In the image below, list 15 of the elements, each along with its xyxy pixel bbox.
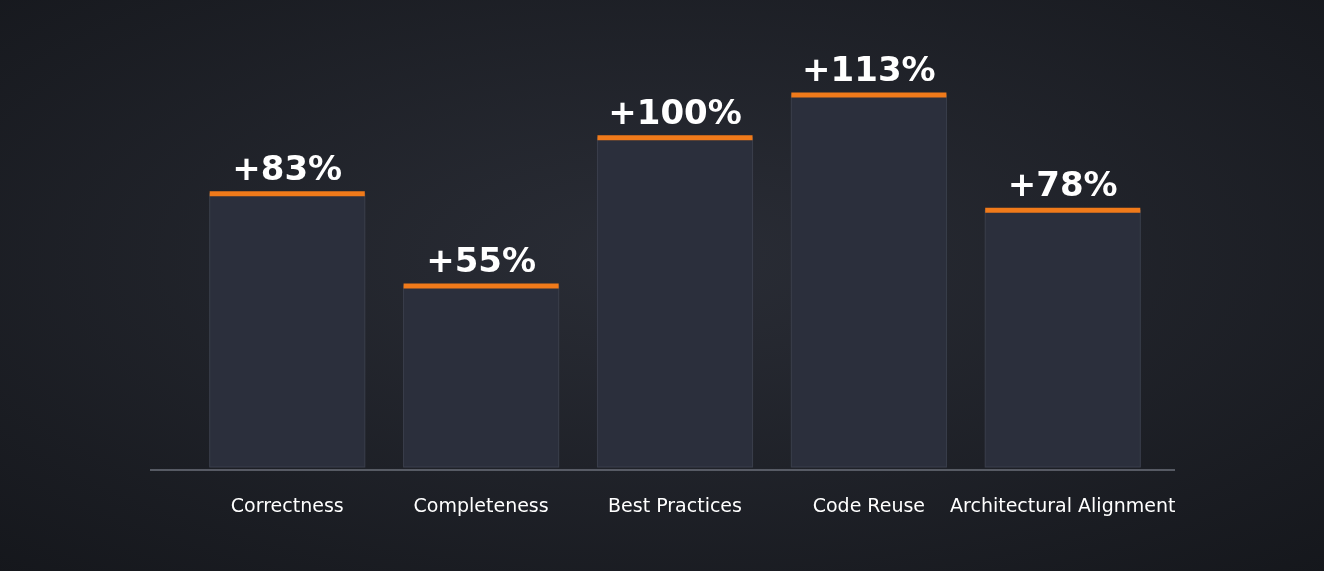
data-label: +83% [232, 147, 343, 188]
bar [984, 209, 1141, 468]
x-tick-label: Completeness [413, 494, 549, 516]
x-tick-label: Best Practices [608, 494, 742, 516]
x-tick-label: Correctness [230, 494, 344, 516]
x-tick-label: Code Reuse [812, 494, 926, 516]
data-label: +55% [426, 239, 537, 280]
bar [790, 94, 947, 468]
data-label: +100% [608, 91, 742, 132]
bar [403, 285, 560, 468]
bar [209, 193, 366, 468]
data-label: +113% [802, 49, 936, 89]
bar [596, 137, 754, 468]
x-tick-label: Architectural Alignment [950, 494, 1176, 516]
data-label: +78% [1007, 164, 1118, 205]
